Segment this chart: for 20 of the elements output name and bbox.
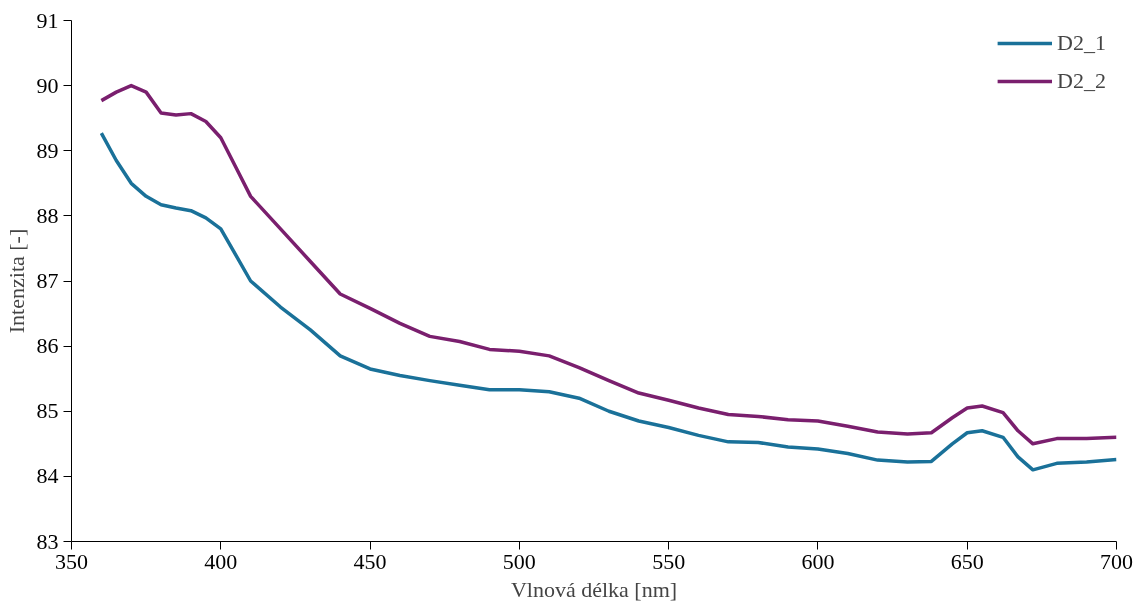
x-tick-label: 700 — [1100, 548, 1133, 574]
x-axis-title: Vlnová délka [nm] — [510, 576, 678, 602]
x-tick-label: 600 — [801, 548, 835, 574]
x-tick-label: 400 — [204, 548, 238, 574]
x-tick-label: 550 — [652, 548, 686, 574]
line-series — [99, 131, 1117, 472]
y-tick-label: 88 — [36, 202, 59, 228]
y-tick-label: 85 — [36, 398, 59, 424]
legend-label: D2_1 — [1057, 30, 1106, 56]
y-tick-label: 90 — [36, 72, 59, 98]
y-tick-label: 86 — [36, 333, 59, 359]
x-tick-label: 450 — [353, 548, 387, 574]
legend-label: D2_2 — [1057, 68, 1106, 94]
y-tick-label: 84 — [36, 463, 59, 489]
x-tick-label: 500 — [502, 548, 536, 574]
y-axis-title: Intenzita [-] — [3, 228, 29, 334]
x-tick-label: 650 — [950, 548, 984, 574]
y-tick-label: 91 — [36, 7, 59, 33]
y-tick-label: 89 — [36, 137, 59, 163]
y-tick-label: 87 — [36, 268, 59, 293]
